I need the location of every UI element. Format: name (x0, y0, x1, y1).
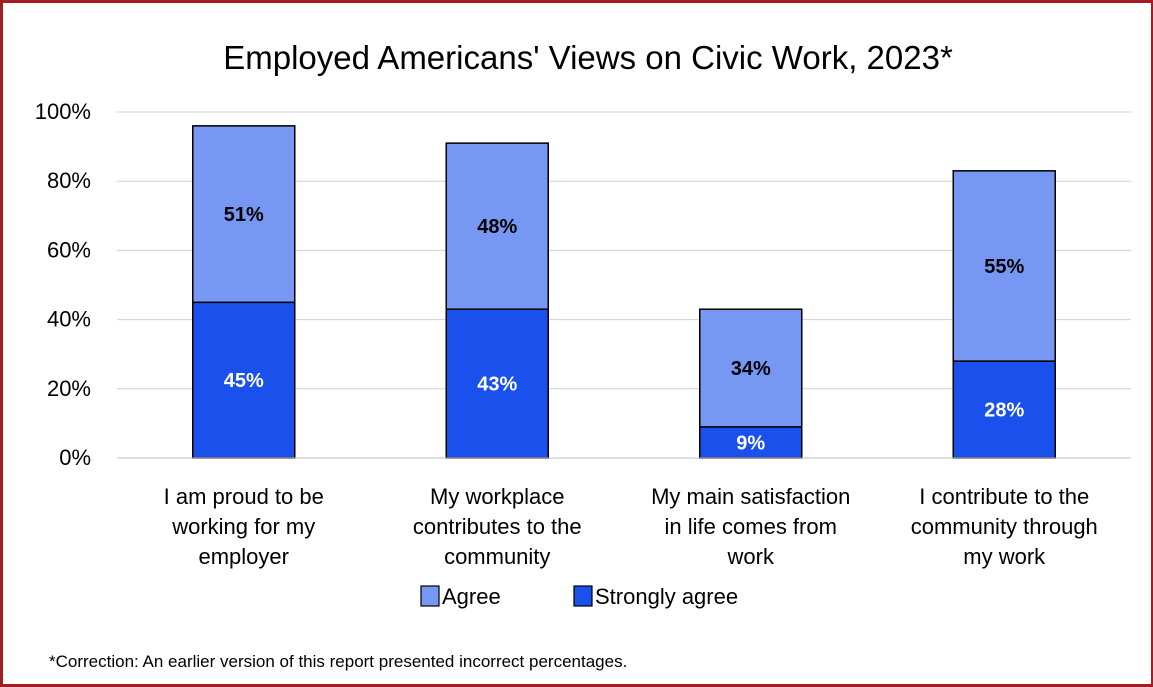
data-label: 55% (984, 256, 1024, 278)
x-tick-label: work (727, 544, 775, 569)
y-tick-label: 60% (47, 237, 91, 262)
bar-agree (192, 125, 296, 304)
bar-strongly-agree (192, 301, 296, 459)
chart-title: Employed Americans' Views on Civic Work,… (223, 39, 953, 76)
data-label: 51% (224, 204, 264, 226)
legend-label: Agree (442, 584, 501, 609)
y-tick-label: 80% (47, 168, 91, 193)
footnote: *Correction: An earlier version of this … (49, 652, 628, 671)
x-tick-label: I am proud to be (164, 484, 324, 509)
x-tick-label: employer (199, 544, 289, 569)
bar-agree (699, 308, 803, 428)
x-tick-label: contributes to the (413, 514, 582, 539)
bar-agree (445, 142, 549, 310)
stacked-bar-chart: Employed Americans' Views on Civic Work,… (35, 39, 1131, 609)
data-label: 28% (984, 400, 1024, 422)
x-tick-label: community (444, 544, 550, 569)
legend-swatch (420, 585, 440, 607)
x-tick-label: my work (963, 544, 1046, 569)
y-tick-label: 20% (47, 376, 91, 401)
x-tick-label: My workplace (430, 484, 564, 509)
bar-strongly-agree (952, 360, 1056, 459)
legend-swatch (573, 585, 593, 607)
y-tick-label: 100% (35, 99, 91, 124)
bar-agree (952, 170, 1056, 362)
x-tick-label: My main satisfaction (651, 484, 850, 509)
x-tick-label: in life comes from (665, 514, 837, 539)
data-label: 9% (736, 432, 765, 454)
x-tick-label: working for my (171, 514, 315, 539)
y-tick-label: 0% (59, 445, 91, 470)
x-tick-label: community through (911, 514, 1098, 539)
x-tick-label: I contribute to the (919, 484, 1089, 509)
y-tick-label: 40% (47, 307, 91, 332)
legend-label: Strongly agree (595, 584, 738, 609)
data-label: 45% (224, 370, 264, 392)
data-label: 48% (477, 216, 517, 238)
data-label: 43% (477, 374, 517, 396)
data-label: 34% (731, 358, 771, 380)
